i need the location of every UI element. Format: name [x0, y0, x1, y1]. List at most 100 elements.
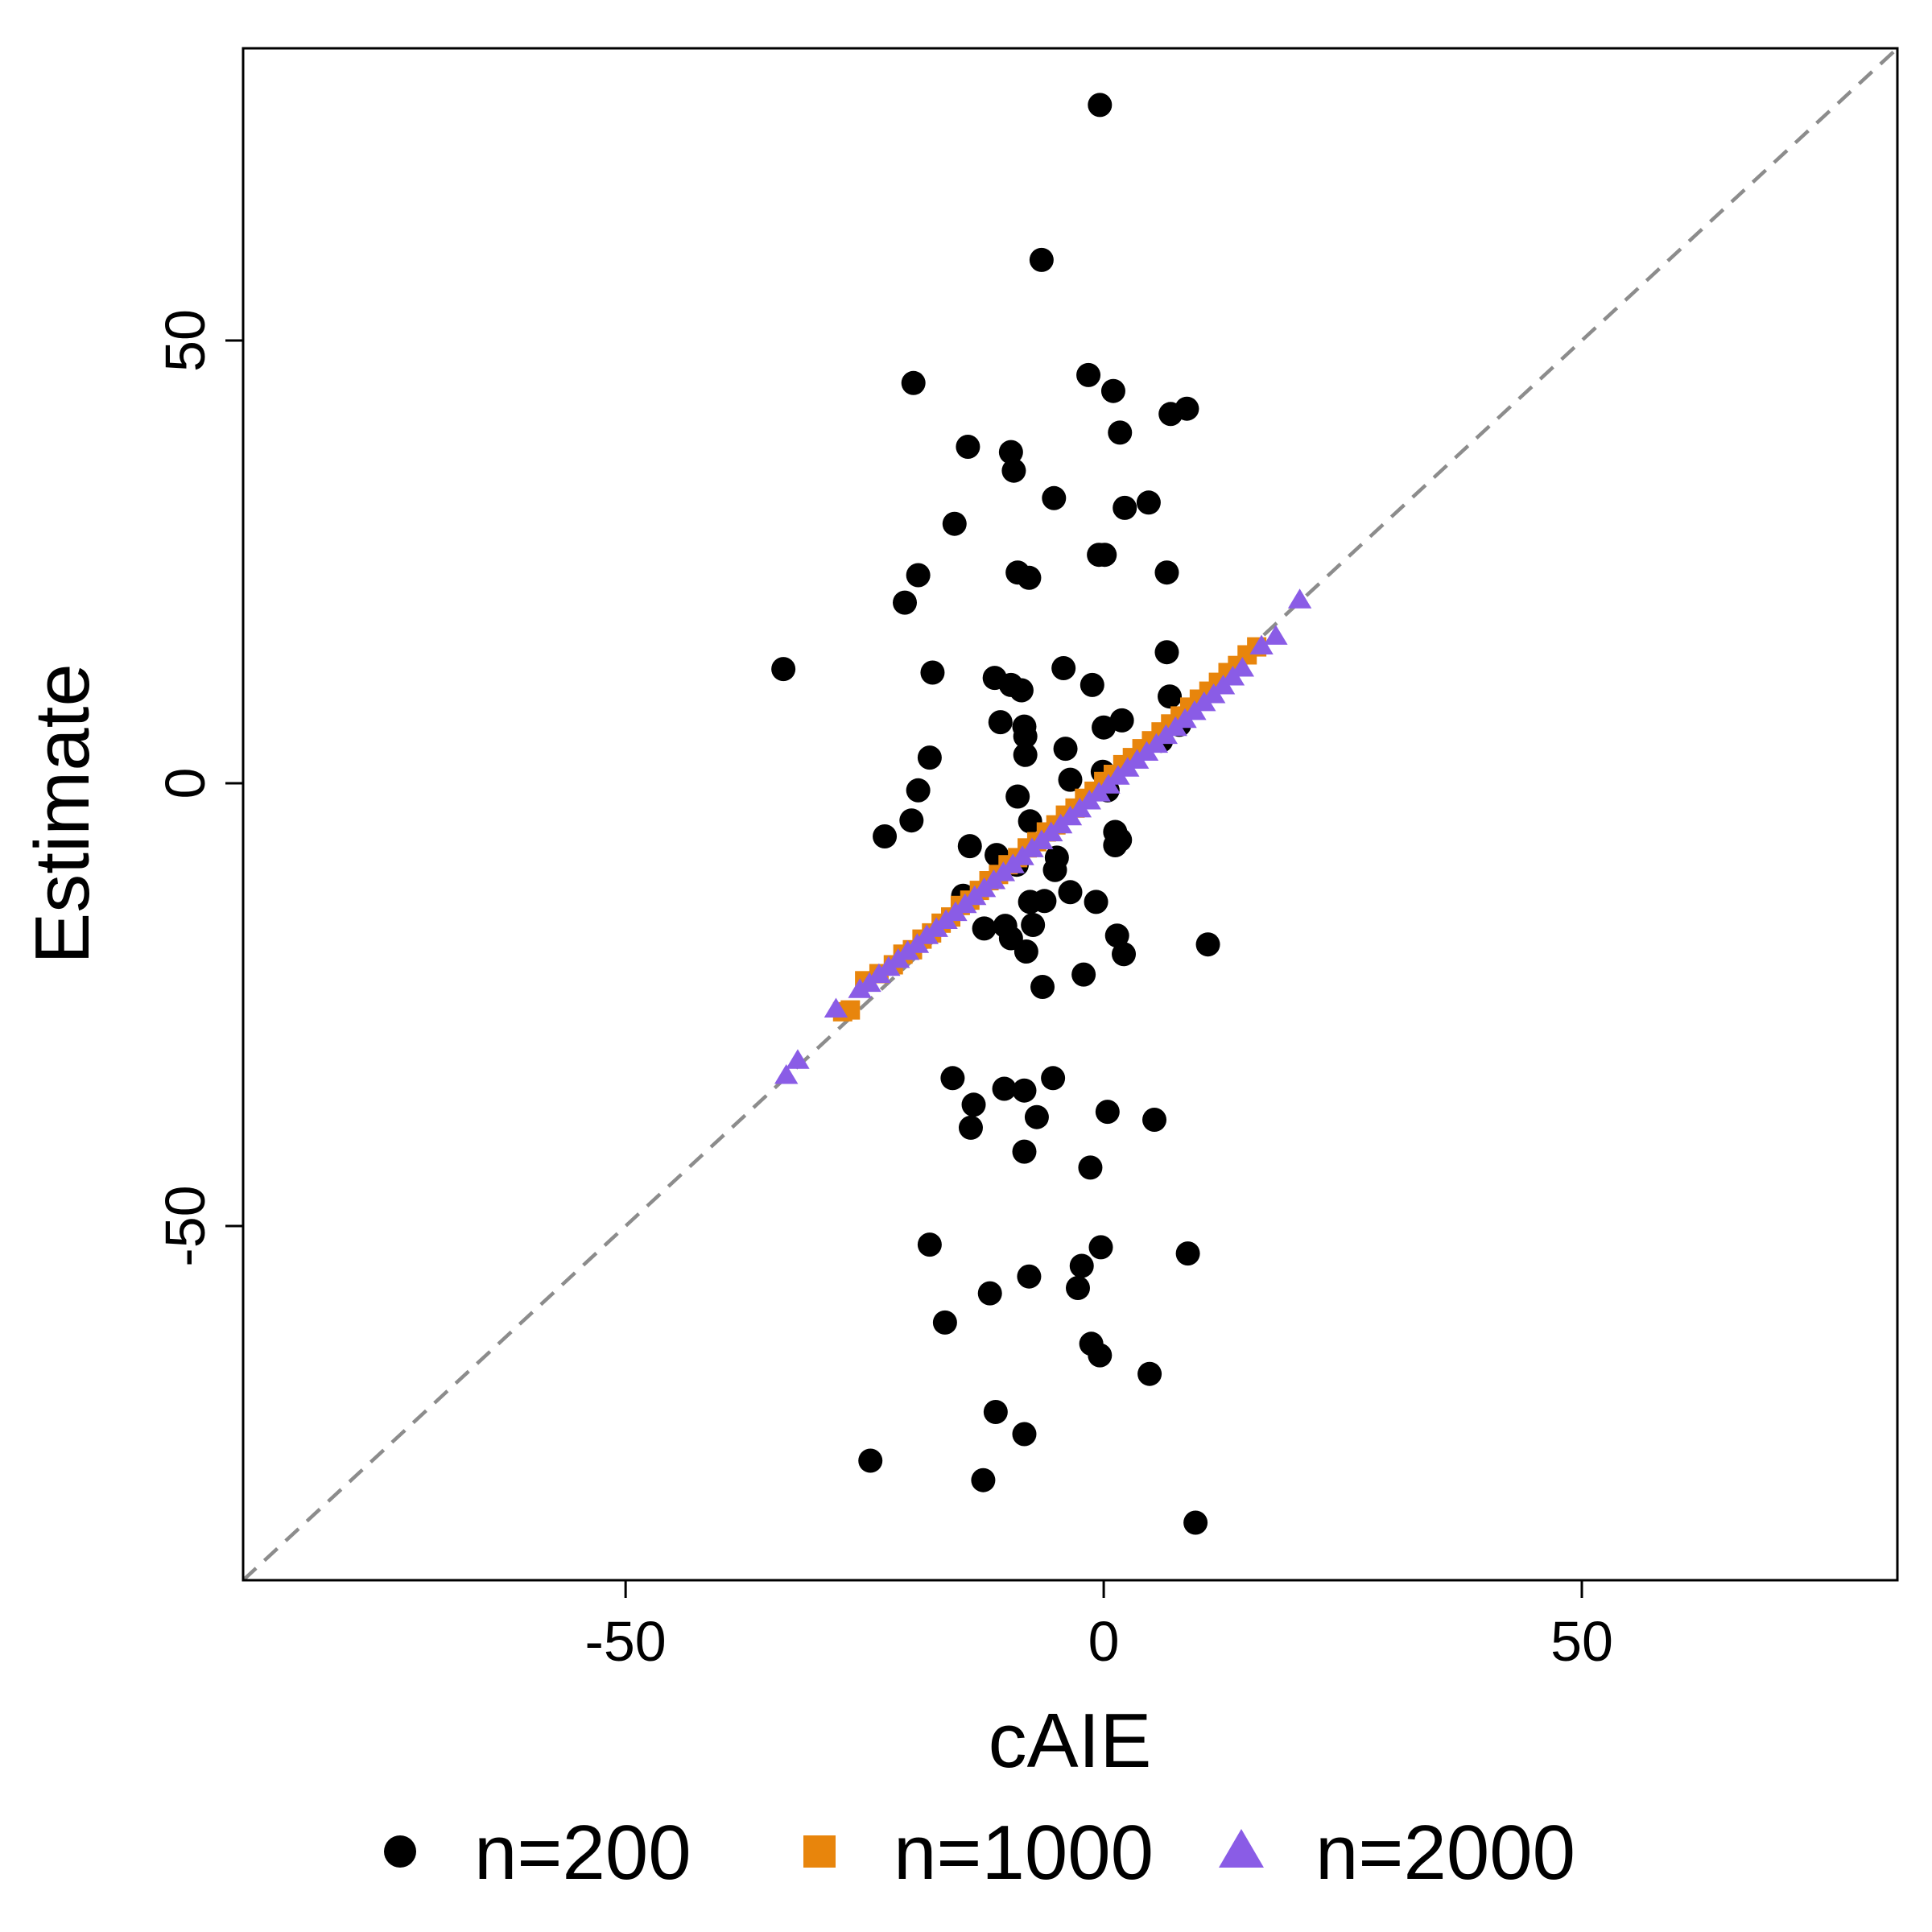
point	[906, 563, 931, 588]
point	[1287, 588, 1312, 609]
plot-area	[243, 48, 1897, 1580]
point	[1095, 1100, 1120, 1125]
point	[1174, 396, 1199, 421]
point	[1042, 857, 1067, 882]
point	[917, 1232, 942, 1257]
point	[1142, 1108, 1167, 1132]
point	[1012, 1139, 1037, 1164]
point	[1013, 939, 1038, 964]
point	[1018, 809, 1042, 834]
point	[977, 1281, 1002, 1306]
x-tick-label: 0	[1088, 1610, 1120, 1673]
point	[1058, 880, 1083, 905]
point	[873, 824, 898, 848]
x-tick-label: 50	[1550, 1610, 1613, 1673]
y-tick-label: 0	[154, 768, 217, 799]
point	[1041, 1066, 1066, 1091]
x-tick-label: -50	[585, 1610, 667, 1673]
y-tick-label: 50	[154, 309, 217, 372]
point	[992, 1076, 1017, 1101]
point	[1017, 1264, 1042, 1289]
point	[1024, 1104, 1049, 1129]
x-axis-title: cAIE	[989, 1698, 1152, 1784]
point	[824, 997, 848, 1018]
point	[1051, 656, 1076, 680]
y-axis-title: Estimate	[19, 663, 105, 964]
point	[1017, 565, 1042, 590]
point	[1264, 625, 1288, 645]
point	[786, 1049, 810, 1069]
legend-marker	[803, 1835, 836, 1868]
point	[932, 1310, 957, 1335]
point	[1092, 715, 1117, 740]
point	[1042, 485, 1067, 510]
point	[1195, 932, 1220, 957]
point	[1001, 458, 1026, 483]
legend-label: n=200	[474, 1810, 691, 1896]
point	[858, 1448, 883, 1473]
point	[1113, 495, 1137, 520]
point	[956, 435, 980, 459]
point	[917, 745, 942, 770]
point	[961, 1092, 986, 1117]
point	[920, 660, 945, 685]
point	[1069, 1253, 1094, 1278]
point	[1071, 962, 1096, 987]
point	[1112, 942, 1137, 967]
point	[1154, 640, 1179, 665]
point	[899, 808, 924, 833]
point	[1175, 1241, 1200, 1266]
point	[1108, 420, 1133, 445]
point	[1029, 247, 1054, 272]
point	[998, 440, 1023, 464]
point	[906, 778, 931, 803]
point	[942, 511, 967, 536]
point	[1009, 678, 1034, 703]
point	[972, 916, 997, 941]
point	[1104, 923, 1129, 948]
legend-label: n=1000	[894, 1810, 1154, 1896]
point	[1013, 742, 1038, 767]
point	[988, 710, 1013, 735]
legend-marker	[384, 1835, 416, 1868]
point	[771, 657, 796, 682]
point	[1080, 672, 1104, 697]
point	[893, 590, 917, 615]
plot-frame	[242, 47, 1899, 1582]
point	[1005, 784, 1030, 809]
point	[1053, 737, 1078, 762]
point	[1100, 378, 1125, 403]
point	[958, 1115, 983, 1140]
point	[774, 1064, 799, 1084]
point	[1136, 490, 1161, 515]
point	[1012, 1422, 1037, 1447]
point	[1158, 684, 1183, 709]
point	[1088, 1343, 1113, 1368]
point	[1078, 1155, 1103, 1180]
point	[901, 370, 926, 395]
point	[1018, 890, 1042, 914]
point	[1088, 1235, 1113, 1260]
point	[1012, 1078, 1037, 1103]
point	[1154, 560, 1179, 585]
point	[1021, 913, 1046, 937]
point	[971, 1468, 996, 1492]
point	[1013, 724, 1038, 749]
point	[1066, 1276, 1091, 1300]
point	[1030, 975, 1055, 999]
point	[983, 1400, 1008, 1424]
point	[1088, 93, 1113, 118]
point	[1230, 657, 1255, 677]
legend-marker	[1219, 1829, 1264, 1868]
point	[1137, 1361, 1162, 1386]
point	[1249, 634, 1274, 654]
point	[1076, 362, 1101, 387]
point	[1109, 708, 1134, 733]
point	[1058, 767, 1083, 792]
y-tick-label: -50	[154, 1185, 217, 1266]
legend-label: n=2000	[1315, 1810, 1575, 1896]
point	[1183, 1510, 1208, 1535]
point	[1103, 819, 1128, 844]
point	[940, 1066, 965, 1091]
point	[1092, 543, 1117, 568]
